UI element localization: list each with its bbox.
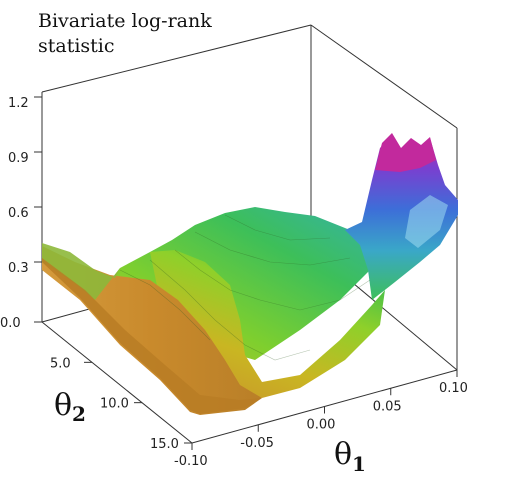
chart-title: Bivariate log-rank statistic [38, 10, 212, 57]
theta1-tick-label: 0.10 [439, 381, 468, 396]
theta1-tick-label: -0.05 [240, 436, 274, 451]
theta1-tick-label: 0.05 [373, 399, 402, 414]
theta2-tick-label: 10.0 [100, 397, 129, 412]
surface-right-rise [345, 135, 458, 300]
z-tick-label: 0.3 [8, 261, 29, 276]
surface-left-ridge [42, 243, 120, 300]
z-tick-label: 1.2 [8, 96, 29, 111]
theta2-axis-line [41, 321, 193, 444]
theta2-axis-ticks: 0.0 5.0 10.0 15.0 [0, 316, 192, 452]
z-tick-label: 0.6 [8, 206, 29, 221]
surface-highlight [405, 195, 448, 248]
z-axis-ticks: 1.2 0.9 0.6 0.3 [8, 96, 42, 276]
theta2-tick-label: 15.0 [150, 437, 179, 452]
theta1-label-sub: 1 [352, 452, 366, 476]
back-top-edge [41, 24, 312, 93]
theta1-axis-ticks: -0.10 -0.05 0.00 0.05 0.10 [174, 370, 468, 469]
theta2-tick-label: 0.0 [0, 316, 21, 331]
title-line-2: statistic [38, 35, 115, 57]
right-top-edge [310, 24, 458, 129]
surface [42, 133, 458, 415]
surface-texture [119, 214, 371, 361]
surface-back-plateau [95, 207, 370, 360]
theta1-tick-label: 0.00 [307, 418, 336, 433]
title-line-1: Bivariate log-rank [38, 10, 212, 32]
theta1-label-symbol: θ [334, 437, 352, 472]
theta2-label-symbol: θ [54, 388, 72, 423]
z-tick-label: 0.9 [8, 151, 29, 166]
theta2-tick-label: 5.0 [50, 356, 71, 371]
theta2-axis-label: θ 2 [54, 388, 86, 426]
surface-peak [375, 133, 436, 172]
theta1-axis-label: θ 1 [334, 437, 366, 476]
theta1-tick-label: -0.10 [174, 454, 208, 469]
theta2-label-sub: 2 [72, 402, 86, 426]
